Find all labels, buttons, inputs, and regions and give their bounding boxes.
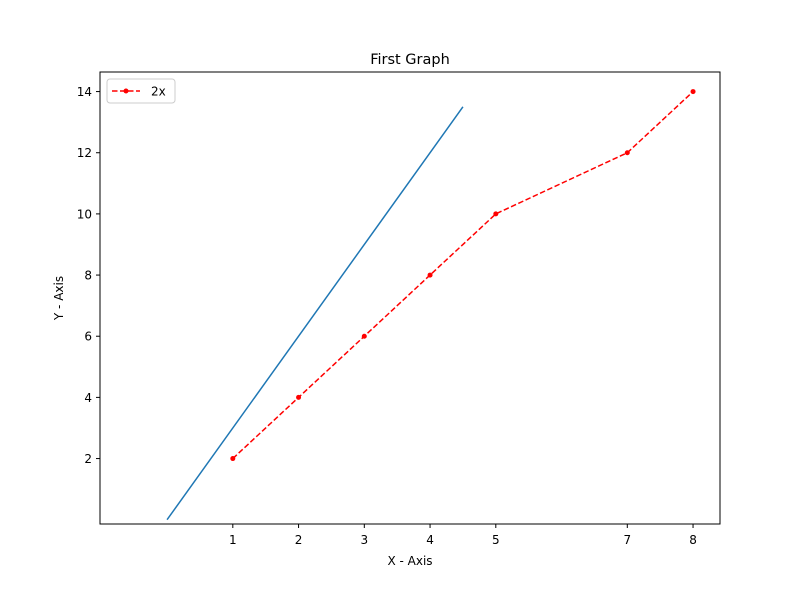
- data-point: [690, 89, 696, 95]
- legend-marker-sample: [123, 88, 129, 94]
- data-point: [624, 150, 630, 156]
- y-tick-label: 6: [84, 330, 92, 344]
- legend-box: [106, 78, 176, 104]
- x-tick-label: 2: [295, 533, 303, 547]
- data-point: [361, 333, 367, 339]
- data-point: [427, 272, 433, 278]
- legend-label: 2x: [151, 85, 166, 99]
- x-axis-label: X - Axis: [387, 554, 432, 568]
- y-axis-ticks: 2 4 6 8 10 12 14: [77, 85, 100, 466]
- y-tick-label: 12: [77, 146, 92, 160]
- y-tick-label: 14: [77, 85, 92, 99]
- x-tick-label: 1: [229, 533, 237, 547]
- data-point: [230, 456, 236, 462]
- x-tick-label: 3: [360, 533, 368, 547]
- x-tick-label: 7: [623, 533, 631, 547]
- data-point: [296, 394, 302, 400]
- legend: 2x: [106, 78, 176, 104]
- y-tick-label: 8: [84, 269, 92, 283]
- y-axis-label: Y - Axis: [52, 276, 66, 321]
- y-tick-label: 2: [84, 452, 92, 466]
- axes-frame: [99, 71, 721, 525]
- series-layer: [166, 89, 696, 521]
- x-tick-label: 8: [689, 533, 697, 547]
- chart-title: First Graph: [370, 52, 450, 68]
- series-line-0: [166, 106, 464, 521]
- x-tick-label: 5: [492, 533, 500, 547]
- y-tick-label: 4: [84, 391, 92, 405]
- x-tick-label: 4: [426, 533, 434, 547]
- x-axis-ticks: 1 2 3 4 5 7 8: [229, 524, 697, 547]
- y-tick-label: 10: [77, 207, 92, 221]
- data-point: [493, 211, 499, 217]
